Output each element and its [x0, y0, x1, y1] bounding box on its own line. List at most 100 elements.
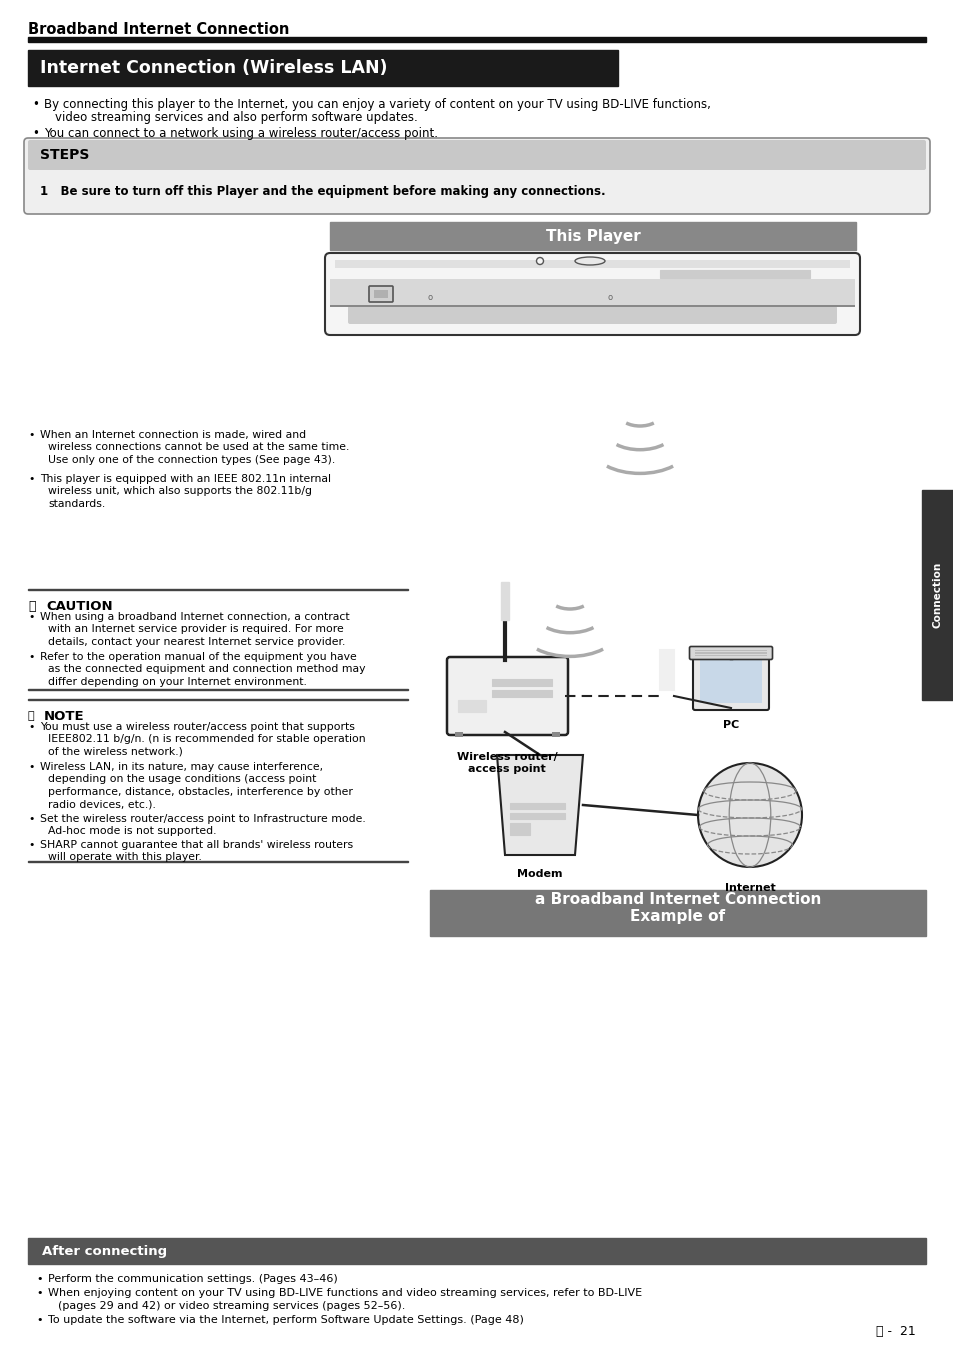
Text: This Player: This Player	[545, 229, 639, 244]
Text: •: •	[28, 814, 34, 825]
Text: (pages 29 and 42) or video streaming services (pages 52–56).: (pages 29 and 42) or video streaming ser…	[58, 1301, 405, 1311]
FancyBboxPatch shape	[689, 646, 772, 659]
Text: 📄: 📄	[28, 711, 34, 720]
Text: a Broadband Internet Connection: a Broadband Internet Connection	[535, 892, 821, 907]
Bar	[500, 582, 509, 620]
Bar	[659, 269, 809, 278]
Bar	[552, 733, 559, 737]
Text: o: o	[427, 292, 432, 302]
FancyBboxPatch shape	[325, 253, 859, 334]
Bar	[28, 861, 408, 862]
Ellipse shape	[575, 257, 604, 265]
Text: performance, distance, obstacles, interference by other: performance, distance, obstacles, interf…	[48, 787, 353, 798]
Text: standards.: standards.	[48, 500, 105, 509]
Text: •: •	[28, 431, 34, 440]
Text: wireless connections cannot be used at the same time.: wireless connections cannot be used at t…	[48, 443, 349, 452]
Bar	[28, 1238, 925, 1265]
Text: 👋: 👋	[28, 600, 35, 612]
Bar	[330, 222, 855, 250]
Bar	[455, 733, 462, 737]
Text: This player is equipped with an IEEE 802.11n internal: This player is equipped with an IEEE 802…	[40, 474, 331, 483]
Polygon shape	[497, 756, 582, 854]
Text: You must use a wireless router/access point that supports: You must use a wireless router/access po…	[40, 722, 355, 733]
Text: Use only one of the connection types (See page 43).: Use only one of the connection types (Se…	[48, 455, 335, 464]
Text: of the wireless network.): of the wireless network.)	[48, 747, 183, 757]
Bar	[28, 688, 408, 691]
FancyBboxPatch shape	[348, 306, 836, 324]
FancyBboxPatch shape	[28, 139, 925, 171]
Bar	[335, 260, 849, 268]
Text: To update the software via the Internet, perform Software Update Settings. (Page: To update the software via the Internet,…	[48, 1315, 523, 1326]
Text: will operate with this player.: will operate with this player.	[48, 853, 202, 862]
Bar	[28, 37, 925, 42]
Text: When enjoying content on your TV using BD-LIVE functions and video streaming ser: When enjoying content on your TV using B…	[48, 1288, 641, 1298]
Text: video streaming services and also perform software updates.: video streaming services and also perfor…	[55, 111, 417, 125]
Text: details, contact your nearest Internet service provider.: details, contact your nearest Internet s…	[48, 636, 345, 647]
Text: Broadband Internet Connection: Broadband Internet Connection	[28, 22, 289, 37]
Text: •: •	[36, 1274, 43, 1284]
Bar	[492, 691, 552, 697]
Bar	[374, 290, 388, 298]
Text: Internet Connection (Wireless LAN): Internet Connection (Wireless LAN)	[40, 60, 387, 77]
Text: Modem: Modem	[517, 869, 562, 879]
Text: Perform the communication settings. (Pages 43–46): Perform the communication settings. (Pag…	[48, 1274, 337, 1284]
Text: CAUTION: CAUTION	[46, 600, 112, 612]
FancyBboxPatch shape	[369, 286, 393, 302]
Text: with an Internet service provider is required. For more: with an Internet service provider is req…	[48, 624, 343, 635]
Text: •: •	[28, 653, 34, 662]
Text: ⓔ -  21: ⓔ - 21	[876, 1326, 915, 1338]
Text: radio devices, etc.).: radio devices, etc.).	[48, 799, 155, 810]
Bar	[457, 700, 485, 712]
Text: NOTE: NOTE	[44, 709, 85, 723]
Text: 1   Be sure to turn off this Player and the equipment before making any connecti: 1 Be sure to turn off this Player and th…	[40, 185, 605, 199]
Text: •: •	[28, 612, 34, 621]
Bar	[510, 803, 564, 808]
Bar	[510, 823, 530, 835]
Text: wireless unit, which also supports the 802.11b/g: wireless unit, which also supports the 8…	[48, 486, 312, 497]
Text: SHARP cannot guarantee that all brands' wireless routers: SHARP cannot guarantee that all brands' …	[40, 839, 353, 850]
Circle shape	[536, 257, 543, 264]
FancyBboxPatch shape	[447, 657, 567, 735]
Bar	[28, 589, 408, 590]
Bar	[330, 305, 854, 307]
Text: •: •	[36, 1288, 43, 1298]
Text: •: •	[28, 839, 34, 850]
Bar	[330, 279, 854, 305]
Text: When using a broadband Internet connection, a contract: When using a broadband Internet connecti…	[40, 612, 349, 621]
Text: •: •	[36, 1315, 43, 1326]
Text: Wireless LAN, in its nature, may cause interference,: Wireless LAN, in its nature, may cause i…	[40, 762, 323, 772]
Text: Wireless router/
access point: Wireless router/ access point	[456, 751, 557, 773]
Bar	[510, 812, 564, 819]
Bar	[430, 890, 925, 936]
FancyBboxPatch shape	[692, 649, 768, 709]
Text: Ad-hoc mode is not supported.: Ad-hoc mode is not supported.	[48, 826, 216, 837]
Text: PC: PC	[722, 720, 739, 730]
Text: By connecting this player to the Internet, you can enjoy a variety of content on: By connecting this player to the Interne…	[44, 97, 710, 111]
Text: Set the wireless router/access point to Infrastructure mode.: Set the wireless router/access point to …	[40, 814, 365, 825]
Text: depending on the usage conditions (access point: depending on the usage conditions (acces…	[48, 774, 316, 784]
Text: •: •	[28, 474, 34, 483]
Text: You can connect to a network using a wireless router/access point.: You can connect to a network using a wir…	[44, 127, 437, 139]
Bar	[492, 678, 552, 686]
Text: •: •	[28, 762, 34, 772]
Bar	[28, 699, 408, 700]
Text: as the connected equipment and connection method may: as the connected equipment and connectio…	[48, 665, 365, 674]
Bar	[28, 50, 618, 87]
Text: Refer to the operation manual of the equipment you have: Refer to the operation manual of the equ…	[40, 653, 356, 662]
Text: STEPS: STEPS	[40, 148, 90, 162]
Text: •: •	[28, 722, 34, 733]
Text: Connection: Connection	[932, 562, 942, 628]
Text: After connecting: After connecting	[42, 1244, 167, 1258]
Bar	[700, 657, 761, 703]
Text: Example of: Example of	[630, 909, 725, 923]
Text: o: o	[607, 292, 612, 302]
Bar	[659, 650, 673, 691]
Text: •: •	[32, 127, 39, 139]
Text: differ depending on your Internet environment.: differ depending on your Internet enviro…	[48, 677, 307, 686]
Circle shape	[698, 764, 801, 867]
Text: When an Internet connection is made, wired and: When an Internet connection is made, wir…	[40, 431, 306, 440]
FancyBboxPatch shape	[24, 138, 929, 214]
Bar	[921, 490, 953, 700]
Text: IEEE802.11 b/g/n. (n is recommended for stable operation: IEEE802.11 b/g/n. (n is recommended for …	[48, 734, 365, 745]
Text: •: •	[32, 97, 39, 111]
